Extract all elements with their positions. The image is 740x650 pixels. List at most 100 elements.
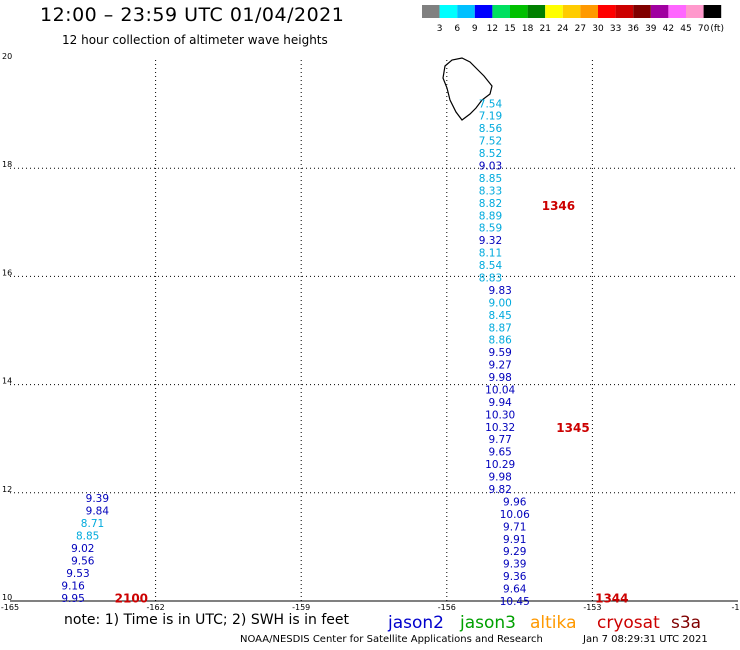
- color-scale-label: 39: [645, 24, 657, 34]
- y-tick-label: 20: [2, 52, 12, 61]
- generated-timestamp: Jan 7 08:29:31 UTC 2021: [583, 634, 708, 645]
- wave-height-value: 8.59: [479, 223, 502, 235]
- x-tick-label: -15: [731, 603, 740, 612]
- color-scale-label: 15: [504, 24, 515, 34]
- wave-height-value: 7.19: [479, 111, 502, 123]
- color-scale-swatch: [545, 5, 563, 18]
- wave-height-value: 10.29: [485, 459, 515, 471]
- wave-height-value: 8.82: [479, 198, 502, 210]
- color-scale-unit: (ft): [710, 24, 724, 34]
- legend-s3a: s3a: [671, 613, 702, 633]
- credit-line: NOAA/NESDIS Center for Satellite Applica…: [240, 634, 543, 645]
- wave-height-value: 9.71: [503, 521, 526, 533]
- wave-height-value: 8.89: [479, 210, 502, 222]
- wave-height-value: 7.54: [479, 98, 503, 110]
- wave-height-value: 9.82: [488, 484, 511, 496]
- track-time-label: 2100: [115, 591, 148, 605]
- color-scale-swatch: [457, 5, 475, 18]
- footer-note: note: 1) Time is in UTC; 2) SWH is in fe…: [64, 612, 350, 628]
- wave-height-value: 9.32: [479, 235, 502, 247]
- color-scale-label: 33: [610, 24, 621, 34]
- wave-height-value: 8.85: [76, 531, 99, 543]
- wave-height-value: 9.00: [488, 297, 511, 309]
- x-tick-label: -156: [438, 603, 456, 612]
- track-time-label: 1346: [542, 199, 575, 213]
- wave-height-value: 8.33: [479, 185, 502, 197]
- wave-height-value: 8.86: [488, 335, 512, 347]
- color-scale-swatch: [633, 5, 651, 18]
- track-time-label: 1344: [595, 591, 628, 605]
- track-time-label: 1345: [556, 421, 589, 435]
- legend-altika: altika: [530, 613, 577, 633]
- wave-height-value: 9.98: [488, 472, 511, 484]
- color-scale-label: 27: [575, 24, 586, 34]
- wave-height-value: 8.71: [81, 518, 104, 530]
- wave-height-value: 9.53: [66, 568, 89, 580]
- wave-height-value: 8.54: [479, 260, 503, 272]
- wave-height-value: 9.03: [479, 160, 502, 172]
- color-scale-swatch: [686, 5, 704, 18]
- axis-ticks: -165 -162 -159 -156 -153 -15 10 12 14 16 18 20: [1, 52, 740, 612]
- color-scale-label: 3: [437, 24, 443, 34]
- wave-height-value: 9.64: [503, 584, 527, 596]
- wave-height-value: 10.04: [485, 384, 515, 396]
- color-scale-swatch: [580, 5, 598, 18]
- wave-height-points: 7.547.198.567.528.529.038.858.338.828.89…: [61, 98, 530, 608]
- wave-height-value: 9.65: [488, 447, 511, 459]
- wave-height-value: 8.11: [479, 248, 502, 260]
- wave-height-value: 9.59: [488, 347, 511, 359]
- color-scale-swatch: [527, 5, 546, 18]
- x-tick-label: -165: [1, 603, 19, 612]
- wave-height-value: 8.83: [479, 272, 502, 284]
- color-scale-swatch: [439, 5, 458, 18]
- y-tick-label: 12: [2, 485, 12, 494]
- color-scale-label: 9: [472, 24, 478, 34]
- wave-height-value: 10.45: [500, 596, 530, 608]
- color-scale-swatch: [668, 5, 686, 18]
- color-scale-swatch: [422, 5, 440, 18]
- legend-cryosat: cryosat: [597, 613, 660, 633]
- wave-height-value: 9.98: [488, 372, 511, 384]
- color-scale-swatch: [510, 5, 528, 18]
- wave-height-value: 9.77: [488, 434, 511, 446]
- color-scale-label: 42: [663, 24, 674, 34]
- wave-height-value: 10.32: [485, 422, 515, 434]
- wave-height-value: 9.02: [71, 543, 94, 555]
- wave-height-value: 10.06: [500, 509, 530, 521]
- legend-jason2: jason2: [388, 613, 444, 633]
- color-scale: 3 6 9 12 15 18 21 24 27 30 33 36 39 42 45 70 (ft): [422, 5, 724, 34]
- wave-height-value: 9.39: [86, 493, 109, 505]
- color-scale-label: 24: [557, 24, 569, 34]
- color-scale-swatch: [562, 5, 581, 18]
- wave-height-value: 8.87: [488, 322, 511, 334]
- color-scale-label: 18: [522, 24, 534, 34]
- wave-height-value: 8.85: [479, 173, 502, 185]
- wave-height-value: 9.16: [61, 580, 85, 592]
- chart-subtitle: 12 hour collection of altimeter wave hei…: [62, 33, 328, 47]
- wave-height-value: 9.96: [503, 496, 527, 508]
- color-scale-label: 30: [592, 24, 604, 34]
- color-scale-label: 45: [680, 24, 691, 34]
- wave-height-value: 9.94: [488, 397, 512, 409]
- plot-grid: [10, 60, 738, 602]
- wave-height-value: 8.45: [488, 310, 511, 322]
- color-scale-swatch: [703, 5, 722, 18]
- color-scale-label: 12: [487, 24, 498, 34]
- color-scale-label: 70: [698, 24, 710, 34]
- y-tick-label: 18: [2, 160, 12, 169]
- wave-height-value: 9.95: [61, 593, 84, 605]
- x-tick-label: -153: [583, 603, 601, 612]
- wave-height-value: 9.56: [71, 555, 95, 567]
- legend-jason3: jason3: [460, 613, 516, 633]
- color-scale-swatch: [650, 5, 669, 18]
- wave-height-value: 8.56: [479, 123, 503, 135]
- chart-title: 12:00 – 23:59 UTC 01/04/2021: [40, 4, 345, 26]
- wave-height-value: 9.39: [503, 559, 526, 571]
- x-tick-label: -162: [147, 603, 165, 612]
- wave-height-value: 7.52: [479, 136, 502, 148]
- color-scale-label: 36: [627, 24, 639, 34]
- wave-height-value: 9.36: [503, 571, 527, 583]
- color-scale-swatch: [615, 5, 634, 18]
- wave-height-value: 9.83: [488, 285, 511, 297]
